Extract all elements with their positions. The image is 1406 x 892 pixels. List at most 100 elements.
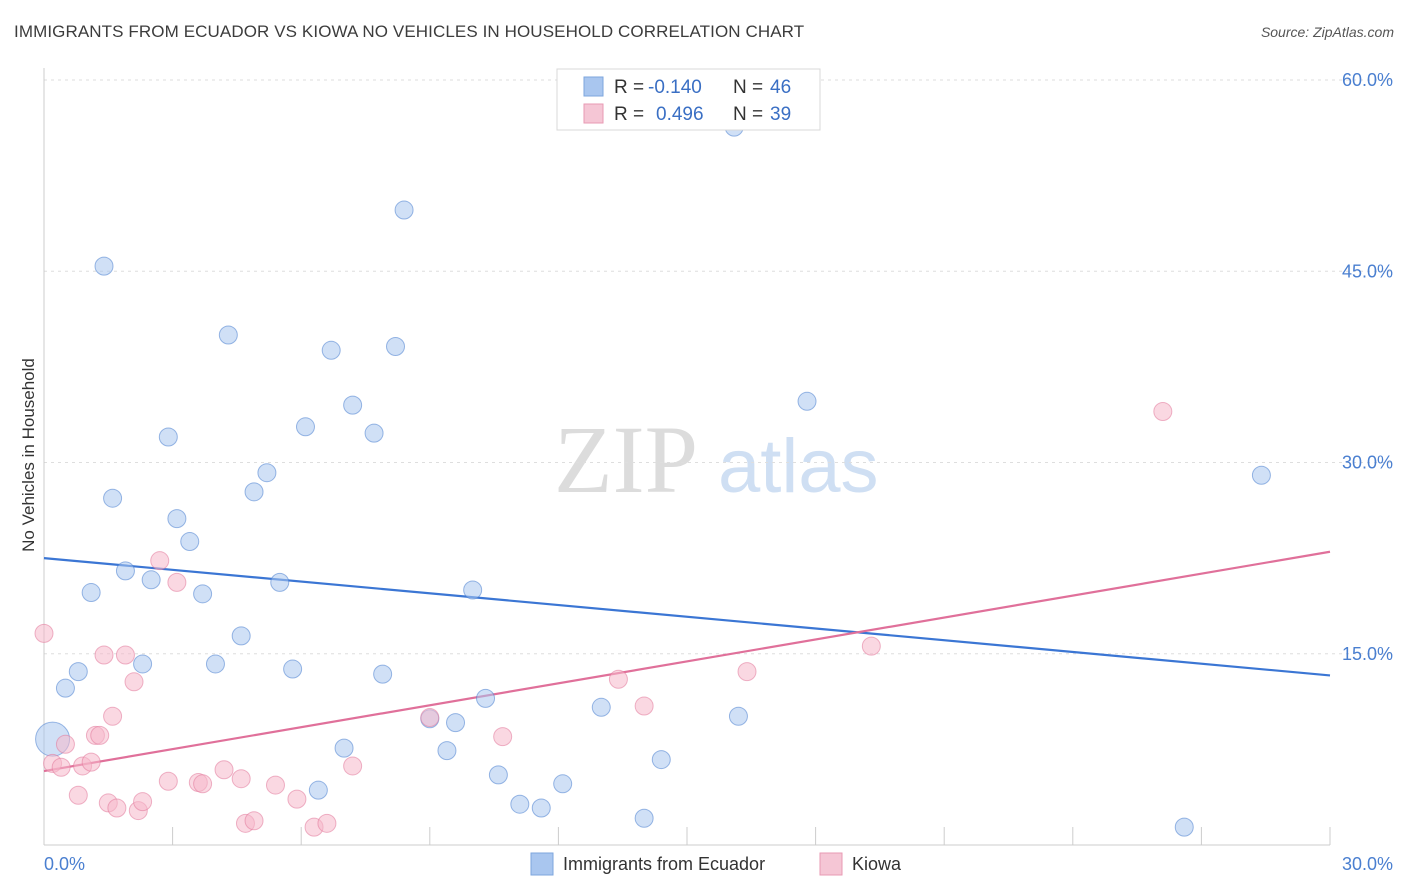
kiowa-point-6 <box>81 752 101 772</box>
ecuador-point-33 <box>476 688 496 708</box>
series-legend: Immigrants from Ecuador Kiowa <box>530 852 902 876</box>
ecuador-point-18 <box>270 572 290 592</box>
legend-n-label-kiowa: N = <box>733 104 763 125</box>
ecuador-point-4 <box>94 256 114 276</box>
kiowa-point-27 <box>287 789 307 809</box>
kiowa-point-33 <box>608 669 628 689</box>
kiowa-point-9 <box>94 645 114 665</box>
kiowa-point-11 <box>103 706 123 726</box>
ecuador-point-34 <box>488 765 508 785</box>
kiowa-point-12 <box>107 798 127 818</box>
kiowa-trend-line <box>43 550 1331 773</box>
ecuador-point-32 <box>463 580 483 600</box>
ecuador-point-42 <box>728 706 748 726</box>
ecuador-point-10 <box>167 509 187 529</box>
ecuador-point-12 <box>193 584 213 604</box>
ecuador-point-40 <box>651 750 671 770</box>
ecuador-point-7 <box>133 654 153 674</box>
y-tick-label-1: 30.0% <box>1342 453 1393 473</box>
kiowa-point-30 <box>343 756 363 776</box>
ecuador-point-1 <box>55 678 75 698</box>
axes <box>43 68 1331 846</box>
x-tick-label-0: 0.0% <box>44 854 85 874</box>
legend-n-value-kiowa: 39 <box>770 104 791 125</box>
legend-n-value-ecuador: 46 <box>770 77 791 98</box>
ecuador-point-37 <box>553 774 573 794</box>
kiowa-point-31 <box>420 708 440 727</box>
kiowa-point-37 <box>1153 402 1173 421</box>
ecuador-point-5 <box>103 488 123 508</box>
legend-swatch-kiowa <box>583 103 604 124</box>
kiowa-point-2 <box>51 757 71 777</box>
ecuador-point-11 <box>180 532 200 552</box>
ecuador-point-19 <box>283 659 303 679</box>
legend-r-value-kiowa: 0.496 <box>656 104 704 125</box>
kiowa-point-16 <box>133 792 153 812</box>
ecuador-point-36 <box>531 798 551 818</box>
ecuador-point-39 <box>634 808 654 828</box>
kiowa-point-26 <box>265 775 285 795</box>
ecuador-point-44 <box>1174 817 1194 837</box>
kiowa-point-8 <box>90 725 110 745</box>
kiowa-point-23 <box>231 769 251 789</box>
kiowa-point-36 <box>861 636 881 656</box>
kiowa-point-29 <box>317 813 337 833</box>
trend-lines <box>43 550 1331 773</box>
ecuador-point-21 <box>308 780 328 800</box>
legend-r-label-kiowa: R = <box>614 104 644 125</box>
x-tick-label-1: 30.0% <box>1342 854 1393 874</box>
grid-lines <box>44 79 1395 655</box>
kiowa-point-35 <box>737 662 757 682</box>
legend-r-label-ecuador: R = <box>614 77 644 98</box>
ecuador-point-8 <box>141 570 161 590</box>
ecuador-point-23 <box>334 738 354 758</box>
ecuador-point-22 <box>321 340 341 360</box>
kiowa-point-32 <box>493 727 513 747</box>
ecuador-point-31 <box>446 713 466 733</box>
kiowa-point-0 <box>34 623 54 643</box>
ecuador-point-35 <box>510 794 530 814</box>
stats-legend: R = -0.140 N = 46 R = 0.496 N = 39 <box>556 68 821 131</box>
watermark-atlas: atlas <box>718 424 879 509</box>
ecuador-point-3 <box>81 583 101 603</box>
ecuador-point-17 <box>257 463 277 483</box>
ecuador-point-20 <box>295 417 315 437</box>
y-tick-label-2: 45.0% <box>1342 261 1393 281</box>
watermark-zip: ZIP <box>554 406 698 513</box>
ecuador-point-28 <box>394 200 414 220</box>
y-tick-label-3: 60.0% <box>1342 70 1393 90</box>
tick-labels: 15.0% 30.0% 45.0% 60.0% 0.0% 30.0% <box>44 70 1393 874</box>
kiowa-point-19 <box>167 572 187 592</box>
ecuador-point-30 <box>437 741 457 761</box>
series-legend-swatch-ecuador <box>530 852 554 876</box>
ecuador-point-15 <box>231 626 251 646</box>
y-axis-label: No Vehicles in Household <box>19 358 38 552</box>
ecuador-point-43 <box>797 391 817 411</box>
chart-title: IMMIGRANTS FROM ECUADOR VS KIOWA NO VEHI… <box>14 22 805 41</box>
legend-n-label-ecuador: N = <box>733 77 763 98</box>
series-legend-swatch-kiowa <box>819 852 843 876</box>
series-legend-label-kiowa: Kiowa <box>852 854 902 874</box>
ecuador-point-9 <box>158 427 178 447</box>
legend-swatch-ecuador <box>583 76 604 97</box>
ecuador-point-38 <box>591 697 611 717</box>
kiowa-point-3 <box>55 734 75 754</box>
source-label: Source: ZipAtlas.com <box>1260 24 1394 40</box>
ecuador-point-27 <box>386 336 406 356</box>
series-legend-label-ecuador: Immigrants from Ecuador <box>563 854 765 874</box>
kiowa-point-4 <box>68 785 88 805</box>
kiowa-point-25 <box>244 811 264 831</box>
ecuador-point-13 <box>205 654 225 674</box>
kiowa-point-22 <box>214 760 234 780</box>
legend-r-value-ecuador: -0.140 <box>648 77 702 98</box>
kiowa-point-18 <box>158 771 178 791</box>
ecuador-point-25 <box>364 423 384 443</box>
ecuador-point-6 <box>115 561 135 581</box>
kiowa-point-13 <box>115 645 135 665</box>
kiowa-point-17 <box>150 551 170 571</box>
ecuador-point-26 <box>373 664 393 684</box>
ecuador-point-16 <box>244 482 264 502</box>
kiowa-point-34 <box>634 696 654 716</box>
kiowa-point-14 <box>124 672 144 692</box>
